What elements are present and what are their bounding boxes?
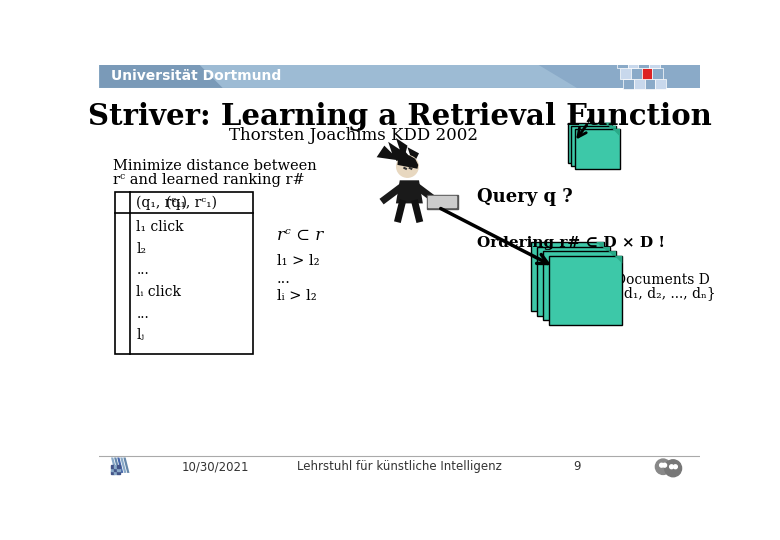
Text: Documents D: Documents D bbox=[615, 273, 710, 287]
Polygon shape bbox=[655, 79, 666, 90]
Circle shape bbox=[663, 463, 667, 467]
Bar bbox=[117, 468, 120, 471]
Polygon shape bbox=[377, 138, 407, 161]
Polygon shape bbox=[123, 457, 129, 473]
Text: ...: ... bbox=[136, 264, 149, 278]
Circle shape bbox=[670, 465, 673, 469]
Polygon shape bbox=[398, 153, 418, 168]
Polygon shape bbox=[641, 68, 652, 79]
Text: Minimize distance between: Minimize distance between bbox=[113, 159, 317, 173]
Polygon shape bbox=[604, 123, 612, 130]
Bar bbox=[114, 465, 117, 468]
Bar bbox=[115, 192, 254, 354]
Bar bbox=[111, 468, 114, 471]
Polygon shape bbox=[608, 126, 616, 133]
Text: 9: 9 bbox=[573, 460, 580, 473]
Text: l₁ > l₂: l₁ > l₂ bbox=[277, 254, 319, 268]
Text: Query q ?: Query q ? bbox=[477, 188, 573, 206]
Polygon shape bbox=[99, 65, 577, 88]
Text: ...: ... bbox=[277, 272, 290, 286]
Bar bbox=[543, 251, 616, 320]
Polygon shape bbox=[99, 65, 700, 88]
Polygon shape bbox=[634, 79, 644, 90]
Bar bbox=[530, 242, 604, 311]
Polygon shape bbox=[617, 57, 628, 68]
Polygon shape bbox=[623, 79, 634, 90]
Text: (q₁, rᶜ₁): (q₁, rᶜ₁) bbox=[136, 195, 186, 210]
Polygon shape bbox=[596, 242, 604, 249]
Polygon shape bbox=[602, 247, 610, 254]
Text: Ordering r# ⊂ D × D !: Ordering r# ⊂ D × D ! bbox=[477, 237, 665, 251]
Text: {d₁, d₂, ..., dₙ}: {d₁, d₂, ..., dₙ} bbox=[615, 287, 716, 300]
Polygon shape bbox=[111, 457, 117, 473]
Polygon shape bbox=[117, 457, 123, 473]
Text: (q₁, rᶜ₁): (q₁, rᶜ₁) bbox=[166, 195, 218, 210]
Bar bbox=[117, 465, 120, 468]
Polygon shape bbox=[636, 46, 646, 57]
Polygon shape bbox=[631, 68, 641, 79]
Circle shape bbox=[665, 460, 682, 477]
Bar bbox=[537, 247, 610, 316]
Polygon shape bbox=[639, 57, 649, 68]
Text: 10/30/2021: 10/30/2021 bbox=[181, 460, 249, 473]
Text: l₂: l₂ bbox=[136, 242, 147, 256]
Polygon shape bbox=[649, 57, 660, 68]
Polygon shape bbox=[614, 46, 625, 57]
Bar bbox=[111, 471, 114, 475]
Text: Thorsten Joachims KDD 2002: Thorsten Joachims KDD 2002 bbox=[229, 127, 478, 144]
Bar bbox=[568, 123, 612, 163]
Text: rᶜ and learned ranking r#: rᶜ and learned ranking r# bbox=[113, 173, 305, 187]
Circle shape bbox=[660, 463, 664, 467]
Polygon shape bbox=[644, 79, 655, 90]
Polygon shape bbox=[628, 57, 639, 68]
Polygon shape bbox=[652, 68, 663, 79]
Text: lᵢ click: lᵢ click bbox=[136, 285, 182, 299]
Polygon shape bbox=[620, 68, 631, 79]
Polygon shape bbox=[612, 129, 620, 137]
Text: ...: ... bbox=[136, 307, 149, 321]
Circle shape bbox=[397, 156, 418, 177]
Bar bbox=[114, 468, 117, 471]
Polygon shape bbox=[625, 46, 636, 57]
Bar bbox=[549, 256, 622, 325]
Polygon shape bbox=[608, 251, 616, 259]
Circle shape bbox=[673, 465, 677, 469]
Polygon shape bbox=[615, 256, 622, 264]
Bar bbox=[576, 129, 620, 169]
Text: lⱼ: lⱼ bbox=[136, 328, 144, 342]
Text: Striver: Learning a Retrieval Function: Striver: Learning a Retrieval Function bbox=[88, 102, 711, 131]
Text: lᵢ > l₂: lᵢ > l₂ bbox=[277, 289, 316, 303]
Polygon shape bbox=[120, 457, 126, 473]
Bar bbox=[111, 465, 114, 468]
Text: Universität Dortmund: Universität Dortmund bbox=[111, 69, 282, 83]
Circle shape bbox=[655, 459, 671, 475]
Polygon shape bbox=[114, 457, 120, 473]
Polygon shape bbox=[396, 147, 419, 161]
Polygon shape bbox=[646, 46, 657, 57]
Bar bbox=[572, 126, 616, 166]
Polygon shape bbox=[396, 180, 423, 204]
Bar bbox=[117, 471, 120, 475]
Polygon shape bbox=[99, 65, 222, 88]
Text: rᶜ ⊂ r: rᶜ ⊂ r bbox=[277, 227, 323, 244]
Bar bbox=[428, 197, 456, 207]
Text: Lehrstuhl für künstliche Intelligenz: Lehrstuhl für künstliche Intelligenz bbox=[297, 460, 502, 473]
Bar bbox=[114, 471, 117, 475]
Text: l₁ click: l₁ click bbox=[136, 220, 184, 234]
Bar bbox=[427, 195, 458, 209]
